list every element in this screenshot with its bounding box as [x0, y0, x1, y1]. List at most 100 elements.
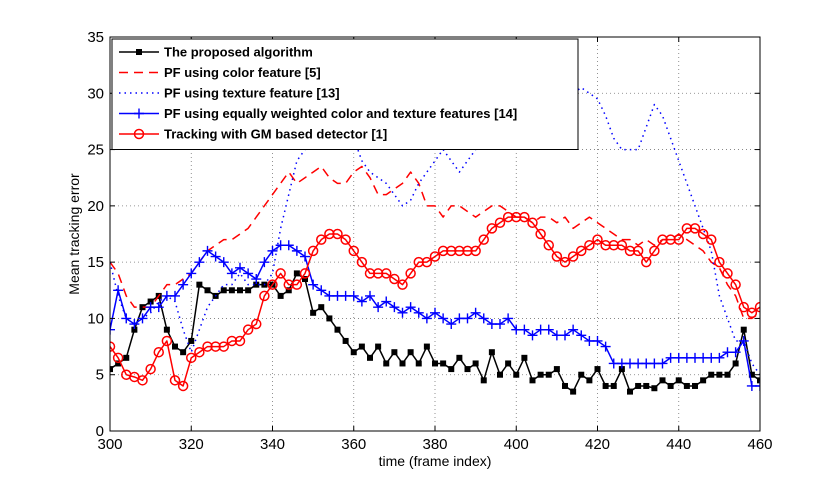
data-point: [519, 324, 530, 335]
data-point: [755, 380, 760, 391]
data-point: [480, 377, 487, 384]
series-pf-using-color-feature-5: [110, 165, 760, 320]
data-point: [567, 251, 579, 262]
data-point: [310, 309, 317, 316]
y-tick-label: 20: [87, 198, 104, 215]
data-point: [283, 279, 294, 290]
data-point: [600, 240, 611, 251]
data-point: [478, 234, 489, 245]
legend-label: PF using texture feature [13]: [164, 86, 340, 101]
series-tracking-with-gm-based-detector-1: [110, 211, 760, 392]
data-point: [350, 349, 357, 356]
data-point: [576, 330, 587, 341]
data-point: [316, 234, 327, 245]
data-point: [275, 268, 286, 279]
data-point: [503, 313, 514, 324]
data-point: [308, 279, 319, 290]
data-point: [714, 256, 725, 268]
data-point: [511, 211, 522, 223]
data-point: [432, 360, 438, 367]
data-point: [535, 228, 546, 240]
data-point: [494, 217, 506, 228]
data-point: [689, 223, 701, 234]
data-point: [714, 352, 725, 363]
legend-item-the-proposed-algorithm: The proposed algorithm: [119, 45, 313, 60]
data-point: [196, 281, 203, 288]
data-point: [300, 251, 310, 262]
legend-label: PF using color feature [5]: [164, 65, 321, 80]
legend-item-pf-using-texture-feature-13: PF using texture feature [13]: [119, 86, 340, 101]
data-point: [495, 319, 505, 330]
legend-label: The proposed algorithm: [164, 45, 313, 60]
data-point: [724, 371, 731, 378]
data-point: [462, 245, 473, 257]
data-point: [429, 251, 441, 262]
data-point: [316, 285, 327, 296]
data-point: [568, 324, 579, 335]
data-point: [665, 234, 676, 245]
data-point: [415, 360, 422, 367]
data-point: [732, 360, 739, 367]
data-point: [700, 377, 707, 384]
data-point: [472, 360, 479, 367]
data-point: [527, 217, 538, 228]
data-point: [649, 245, 660, 257]
series-the-proposed-algorithm: [110, 270, 760, 395]
data-point: [592, 234, 603, 245]
data-point: [513, 371, 520, 378]
legend-marker: [136, 49, 142, 55]
axis-ticks: 300 320 340 360 380 400 420 440 460 0 5 10 15 20 25 30 3…: [87, 29, 772, 453]
data-point: [521, 354, 528, 361]
data-point: [356, 256, 368, 268]
data-point: [738, 335, 749, 346]
data-point: [683, 382, 690, 389]
data-point: [478, 313, 489, 324]
data-point: [332, 228, 343, 240]
data-point: [123, 354, 130, 361]
data-point: [226, 335, 238, 347]
data-point: [218, 257, 229, 268]
data-point: [129, 319, 140, 330]
data-point: [397, 307, 408, 318]
data-point: [110, 341, 116, 352]
data-point: [740, 326, 747, 333]
data-point: [651, 385, 658, 392]
data-point: [293, 270, 300, 277]
data-point: [527, 330, 538, 341]
x-tick-label: 440: [666, 436, 691, 453]
data-point: [186, 352, 197, 364]
data-point: [529, 377, 536, 384]
y-tick-label: 0: [96, 423, 104, 440]
data-point: [610, 382, 617, 389]
data-point: [381, 268, 392, 279]
data-point: [423, 343, 430, 350]
data-point: [464, 366, 471, 373]
x-tick-label: 420: [585, 436, 610, 453]
data-point: [299, 268, 311, 279]
data-point: [716, 371, 723, 378]
data-point: [627, 388, 633, 395]
x-tick-label: 400: [504, 436, 529, 453]
data-point: [456, 354, 463, 361]
data-point: [470, 307, 481, 318]
data-point: [562, 382, 568, 389]
data-point: [754, 301, 760, 313]
data-point: [145, 363, 156, 375]
data-point: [178, 279, 189, 290]
data-point: [188, 337, 195, 344]
series-lines: [110, 86, 760, 395]
data-point: [367, 354, 373, 361]
x-tick-label: 340: [260, 436, 285, 453]
data-point: [421, 313, 432, 324]
data-point: [708, 371, 715, 378]
data-point: [326, 315, 333, 322]
y-tick-label: 5: [96, 367, 104, 384]
data-point: [543, 324, 554, 335]
data-point: [307, 245, 319, 257]
data-point: [218, 341, 229, 352]
data-point: [210, 251, 221, 262]
x-tick-label: 320: [179, 436, 204, 453]
data-point: [437, 245, 449, 257]
